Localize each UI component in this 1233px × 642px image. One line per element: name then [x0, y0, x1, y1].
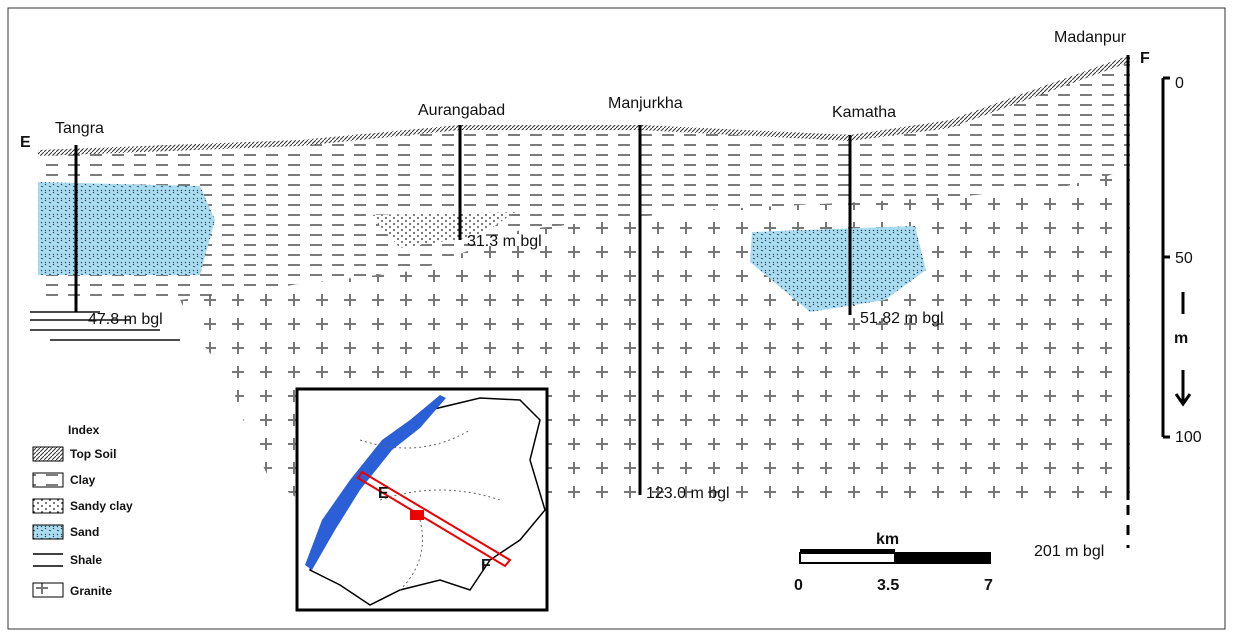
- map-label: F: [481, 557, 491, 574]
- sand-lens: [38, 182, 215, 275]
- section-end: F: [1140, 50, 1150, 67]
- depth-tick: 0: [1175, 75, 1184, 92]
- section-start: E: [20, 134, 31, 151]
- depth-tick: 50: [1175, 250, 1193, 267]
- depth-unit: m: [1174, 330, 1188, 347]
- cross-section: E F Tangra 47.8 m bgl Aurangabad 31.3 m …: [0, 0, 1233, 637]
- well-name: Madanpur: [1054, 29, 1127, 46]
- legend-label: Granite: [70, 584, 112, 598]
- depth-tick: 100: [1175, 429, 1202, 446]
- legend-label: Clay: [70, 473, 96, 487]
- well-name: Tangra: [55, 120, 104, 137]
- legend-label: Shale: [70, 553, 102, 567]
- well-depth: 123.0 m bgl: [646, 485, 730, 502]
- legend-label: Sand: [70, 525, 99, 539]
- well-depth: 31.3 m bgl: [467, 233, 542, 250]
- legend-label: Sandy clay: [70, 499, 133, 513]
- well-depth: 201 m bgl: [1034, 543, 1104, 560]
- legend-label: Top Soil: [70, 447, 116, 461]
- well-name: Aurangabad: [418, 102, 505, 119]
- well-depth: 51.82 m bgl: [860, 310, 944, 327]
- distance-tick: 7: [984, 577, 993, 594]
- map-label: E: [378, 485, 389, 502]
- distance-tick: 0: [794, 577, 803, 594]
- distance-tick: 3.5: [877, 577, 899, 594]
- legend-title: Index: [68, 423, 100, 437]
- well-name: Manjurkha: [608, 95, 683, 112]
- well-depth: 47.8 m bgl: [88, 311, 163, 328]
- distance-unit: km: [876, 531, 899, 548]
- well-name: Kamatha: [832, 104, 896, 121]
